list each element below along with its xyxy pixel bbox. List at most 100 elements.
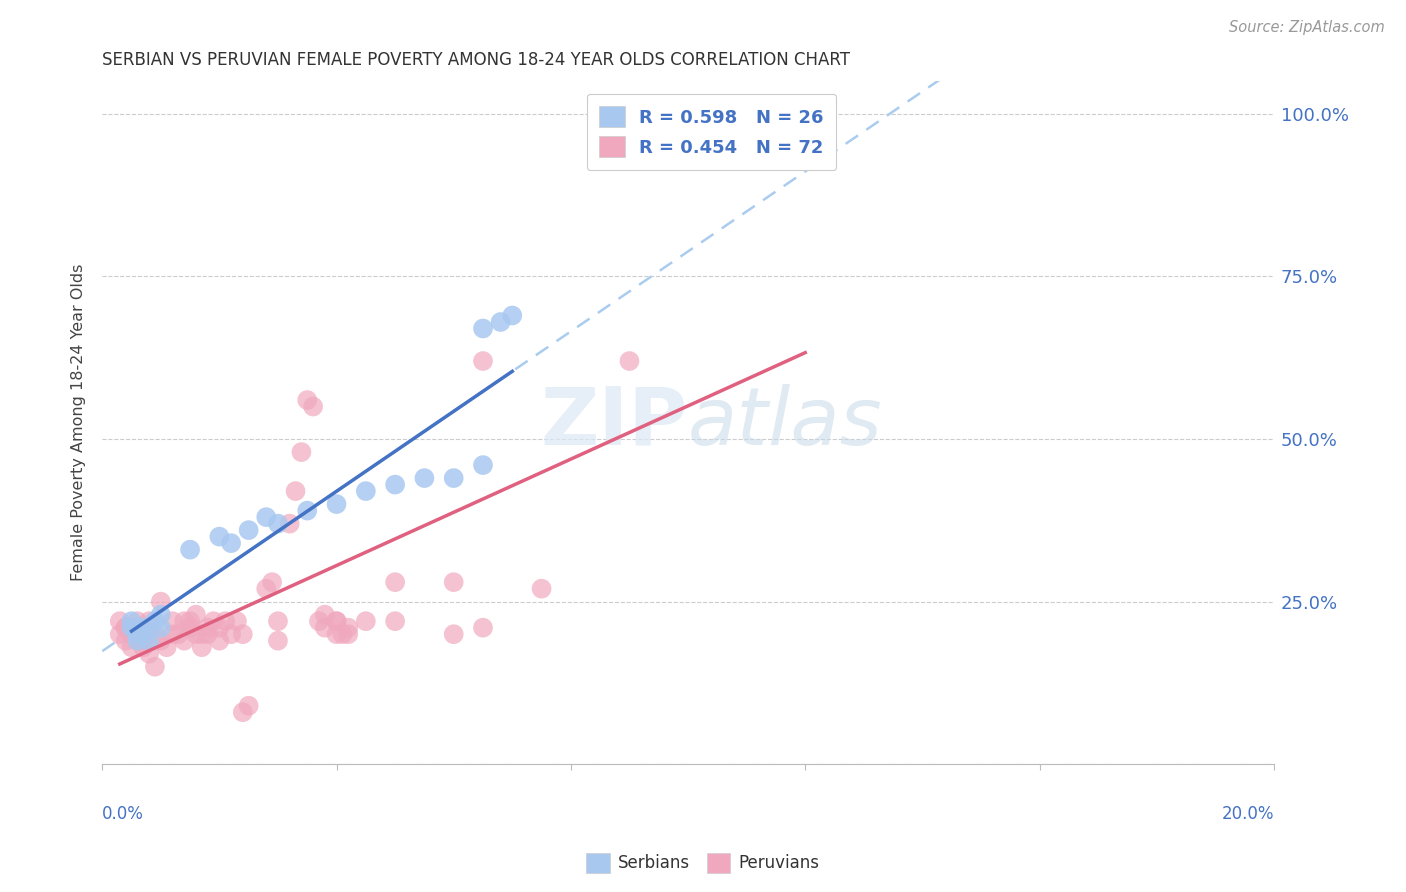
Point — [384, 614, 406, 628]
Point — [254, 582, 277, 596]
Point — [138, 633, 160, 648]
Point — [132, 621, 155, 635]
Point — [443, 575, 465, 590]
Point — [232, 705, 254, 719]
Point — [149, 607, 172, 622]
Point — [794, 107, 817, 121]
Point — [262, 575, 284, 590]
Point — [156, 640, 179, 655]
Point — [619, 354, 641, 368]
Point — [127, 627, 149, 641]
Point — [232, 627, 254, 641]
Point — [332, 627, 354, 641]
Text: 20.0%: 20.0% — [1222, 805, 1274, 823]
Point — [219, 536, 242, 550]
Point — [337, 621, 360, 635]
Point — [308, 614, 330, 628]
Point — [184, 607, 207, 622]
Point — [325, 614, 347, 628]
Point — [127, 633, 149, 648]
Point — [149, 633, 172, 648]
Point — [384, 575, 406, 590]
Point — [208, 633, 231, 648]
Point — [138, 647, 160, 661]
Point — [302, 400, 325, 414]
Point — [238, 523, 260, 537]
Point — [179, 542, 201, 557]
Point — [325, 627, 347, 641]
Point — [472, 321, 495, 335]
Point — [267, 516, 290, 531]
Point — [108, 614, 131, 628]
Text: atlas: atlas — [688, 384, 883, 462]
Point — [173, 633, 195, 648]
Point — [179, 614, 201, 628]
Point — [149, 621, 172, 635]
Point — [443, 627, 465, 641]
Point — [208, 621, 231, 635]
Point — [121, 621, 143, 635]
Point — [138, 614, 160, 628]
Point — [114, 621, 136, 635]
Point — [472, 354, 495, 368]
Point — [384, 477, 406, 491]
Point — [226, 614, 249, 628]
Point — [325, 614, 347, 628]
Point — [114, 633, 136, 648]
Point — [290, 445, 312, 459]
Point — [325, 497, 347, 511]
Point — [179, 621, 201, 635]
Point — [127, 627, 149, 641]
Point — [354, 614, 377, 628]
Point — [121, 640, 143, 655]
Text: Source: ZipAtlas.com: Source: ZipAtlas.com — [1229, 20, 1385, 35]
Point — [143, 627, 166, 641]
Text: 0.0%: 0.0% — [103, 805, 143, 823]
Point — [489, 315, 512, 329]
Point — [501, 309, 523, 323]
Point — [132, 633, 155, 648]
Legend: R = 0.598   N = 26, R = 0.454   N = 72: R = 0.598 N = 26, R = 0.454 N = 72 — [586, 94, 837, 169]
Point — [314, 607, 336, 622]
Point — [254, 510, 277, 524]
Point — [191, 627, 214, 641]
Point — [173, 614, 195, 628]
Text: ZIP: ZIP — [541, 384, 688, 462]
Point — [472, 458, 495, 472]
Point — [132, 627, 155, 641]
Point — [108, 627, 131, 641]
Point — [149, 595, 172, 609]
Point — [114, 621, 136, 635]
Point — [121, 621, 143, 635]
Point — [297, 503, 319, 517]
Point — [472, 621, 495, 635]
Point — [162, 614, 184, 628]
Y-axis label: Female Poverty Among 18-24 Year Olds: Female Poverty Among 18-24 Year Olds — [72, 264, 86, 582]
Point — [167, 627, 190, 641]
Point — [132, 627, 155, 641]
Point — [267, 633, 290, 648]
Point — [191, 640, 214, 655]
Point — [197, 627, 219, 641]
Point — [413, 471, 436, 485]
Point — [267, 614, 290, 628]
Point — [297, 392, 319, 407]
Point — [197, 621, 219, 635]
Point — [184, 627, 207, 641]
Point — [202, 614, 225, 628]
Point — [530, 582, 553, 596]
Point — [127, 633, 149, 648]
Point — [143, 614, 166, 628]
Point — [162, 627, 184, 641]
Point — [314, 621, 336, 635]
Point — [214, 614, 236, 628]
Point — [132, 640, 155, 655]
Point — [238, 698, 260, 713]
Point — [143, 659, 166, 673]
Point — [121, 627, 143, 641]
Point — [443, 471, 465, 485]
Text: SERBIAN VS PERUVIAN FEMALE POVERTY AMONG 18-24 YEAR OLDS CORRELATION CHART: SERBIAN VS PERUVIAN FEMALE POVERTY AMONG… — [103, 51, 851, 69]
Point — [337, 627, 360, 641]
Point — [278, 516, 301, 531]
Point — [138, 621, 160, 635]
